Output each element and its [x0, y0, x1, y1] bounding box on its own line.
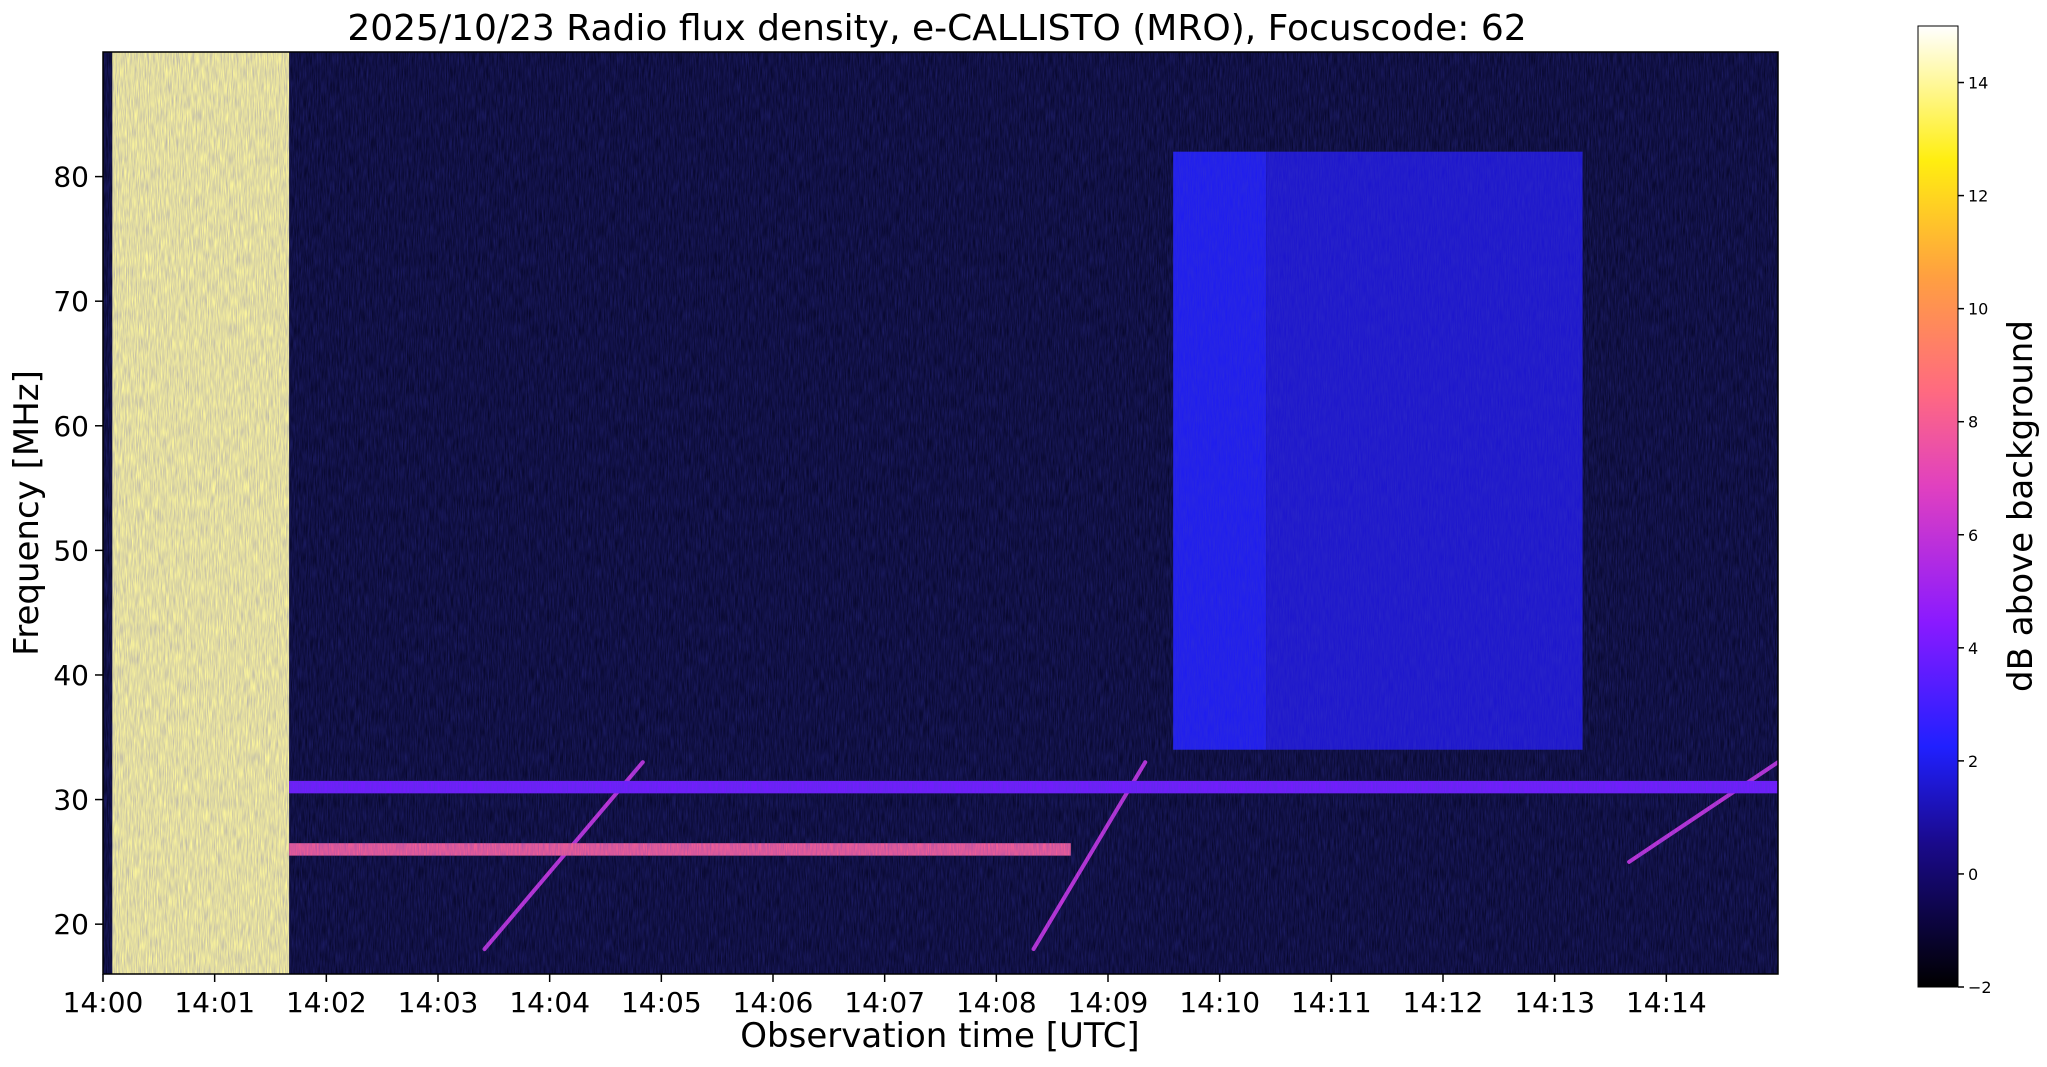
colorbar-ticks: −2 0 2 4 6 8 10 12 14 — [1958, 74, 1992, 997]
x-tick-label: 14:00 — [63, 986, 144, 1019]
y-axis: 20 30 40 50 60 70 80 — [53, 161, 103, 941]
x-tick-label: 14:11 — [1291, 986, 1372, 1019]
chart-title: 2025/10/23 Radio flux density, e-CALLIST… — [347, 8, 1526, 49]
plot-frame — [102, 51, 1779, 975]
colorbar-tick-label: −2 — [1968, 978, 1992, 997]
x-tick-label: 14:07 — [844, 986, 925, 1019]
x-tick-label: 14:14 — [1626, 986, 1707, 1019]
x-tick-label: 14:08 — [956, 986, 1037, 1019]
spectrogram-noise — [103, 52, 1778, 974]
colorbar-tick-label: 6 — [1968, 526, 1978, 545]
x-tick-label: 14:13 — [1514, 986, 1595, 1019]
x-tick-label: 14:06 — [733, 986, 814, 1019]
x-tick-label: 14:03 — [398, 986, 479, 1019]
colorbar: −2 0 2 4 6 8 10 12 14 dB above background — [1917, 25, 2041, 997]
y-tick-label: 20 — [53, 908, 89, 941]
y-tick-label: 60 — [53, 410, 89, 443]
y-tick-label: 80 — [53, 161, 89, 194]
x-tick-label: 14:01 — [174, 986, 255, 1019]
colorbar-tick-label: 10 — [1968, 300, 1988, 319]
colorbar-tick-label: 12 — [1968, 187, 1988, 206]
colorbar-label: dB above background — [2001, 320, 2041, 692]
colorbar-tick-label: 14 — [1968, 74, 1988, 93]
x-tick-label: 14:04 — [509, 986, 590, 1019]
x-tick-label: 14:02 — [286, 986, 367, 1019]
x-tick-label: 14:10 — [1179, 986, 1260, 1019]
x-tick-label: 14:09 — [1068, 986, 1149, 1019]
colorbar-tick-label: 4 — [1968, 639, 1978, 658]
y-tick-label: 50 — [53, 534, 89, 567]
colorbar-tick-label: 8 — [1968, 413, 1978, 432]
y-tick-label: 40 — [53, 659, 89, 692]
y-axis-label: Frequency [MHz] — [7, 370, 47, 656]
x-axis: 14:00 14:01 14:02 14:03 14:04 14:05 14:06 14:07… — [63, 974, 1707, 1019]
y-tick-label: 30 — [53, 784, 89, 817]
colorbar-tick-label: 2 — [1968, 752, 1978, 771]
x-tick-label: 14:05 — [621, 986, 702, 1019]
x-tick-label: 14:12 — [1403, 986, 1484, 1019]
colorbar-gradient — [1917, 25, 1959, 988]
y-tick-label: 70 — [53, 285, 89, 318]
plot-area — [102, 51, 1779, 975]
x-axis-label: Observation time [UTC] — [740, 1016, 1139, 1056]
colorbar-tick-label: 0 — [1968, 865, 1978, 884]
